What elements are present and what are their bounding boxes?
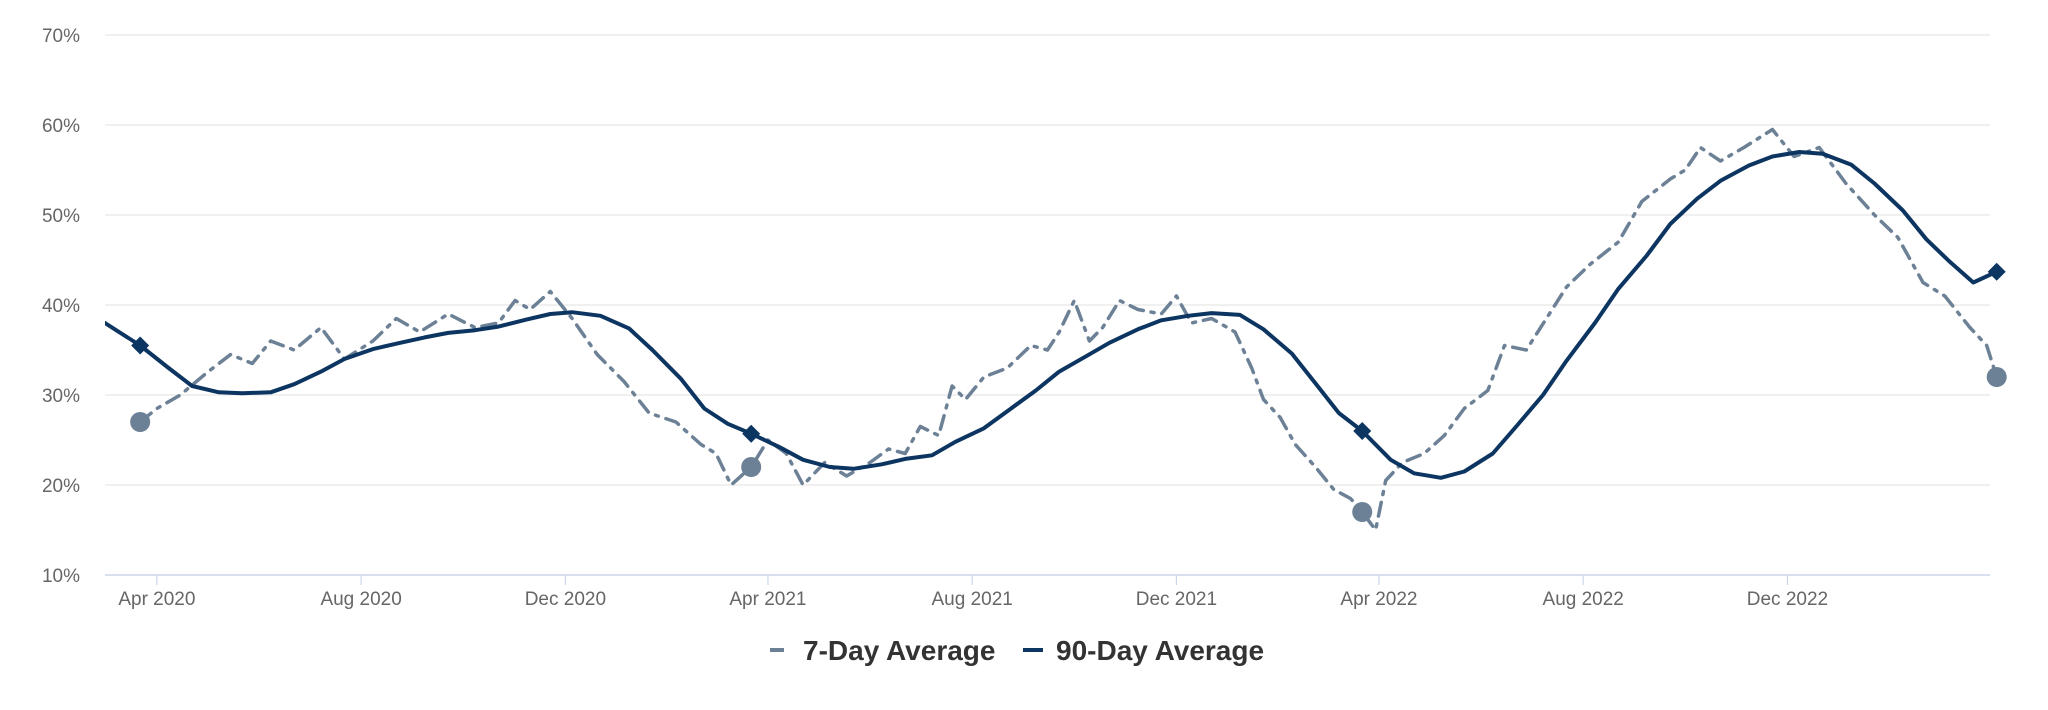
x-tick-label: Aug 2022 <box>1543 589 1624 610</box>
data-point-7-day-average[interactable] <box>1986 367 2007 387</box>
data-point-7-day-average[interactable] <box>130 412 151 432</box>
y-tick-label: 70% <box>42 26 80 47</box>
data-point-7-day-average[interactable] <box>741 457 762 477</box>
y-tick-label: 20% <box>42 476 80 497</box>
x-tick-label: Apr 2020 <box>118 589 195 610</box>
legend: 7-Day Average 90-Day Average <box>770 635 1264 666</box>
data-point-90-day-average[interactable] <box>131 336 150 355</box>
grid-lines <box>105 34 1990 576</box>
y-tick-label: 60% <box>42 116 80 137</box>
y-axis: 10% 20% 30% 40% 50% 60% 70% <box>42 26 80 587</box>
legend-item-90-day-average[interactable]: 90-Day Average <box>1023 635 1264 666</box>
x-tick-label: Apr 2022 <box>1340 589 1417 610</box>
series-line-90-day-average <box>105 150 1999 480</box>
data-point-90-day-average[interactable] <box>1987 262 2006 281</box>
legend-item-7-day-average[interactable]: 7-Day Average <box>770 635 995 666</box>
x-tick-label: Dec 2022 <box>1747 589 1828 610</box>
x-tick-label: Dec 2021 <box>1136 589 1217 610</box>
y-tick-label: 40% <box>42 296 80 317</box>
data-point-7-day-average[interactable] <box>1352 502 1373 522</box>
legend-label: 90-Day Average <box>1056 635 1264 666</box>
y-tick-label: 30% <box>42 386 80 407</box>
data-point-90-day-average[interactable] <box>1353 422 1372 440</box>
x-tick-label: Dec 2020 <box>525 589 606 610</box>
x-tick-label: Aug 2020 <box>320 589 401 610</box>
x-tick-label: Apr 2021 <box>729 589 806 610</box>
legend-label: 7-Day Average <box>803 635 995 666</box>
x-axis: Apr 2020 Aug 2020 Dec 2020 Apr 2021 Aug 2021… <box>118 575 1828 610</box>
y-tick-label: 10% <box>42 566 80 587</box>
series-line-7-day-average <box>138 127 1999 532</box>
y-tick-label: 50% <box>42 206 80 227</box>
series-layer <box>105 127 2007 532</box>
data-point-90-day-average[interactable] <box>742 424 761 443</box>
x-tick-label: Aug 2021 <box>931 589 1012 610</box>
